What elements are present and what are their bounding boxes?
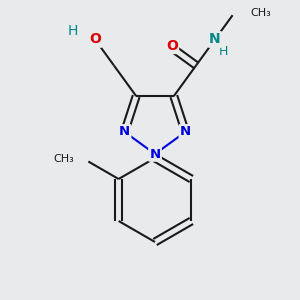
- Text: CH₃: CH₃: [250, 8, 271, 18]
- Text: O: O: [89, 32, 101, 46]
- Text: N: N: [119, 125, 130, 138]
- Text: N: N: [180, 125, 191, 138]
- Text: H: H: [218, 45, 228, 58]
- Text: N: N: [149, 148, 161, 160]
- Text: O: O: [166, 39, 178, 53]
- Text: H: H: [68, 25, 78, 38]
- Text: N: N: [209, 32, 221, 46]
- Text: CH₃: CH₃: [54, 154, 74, 164]
